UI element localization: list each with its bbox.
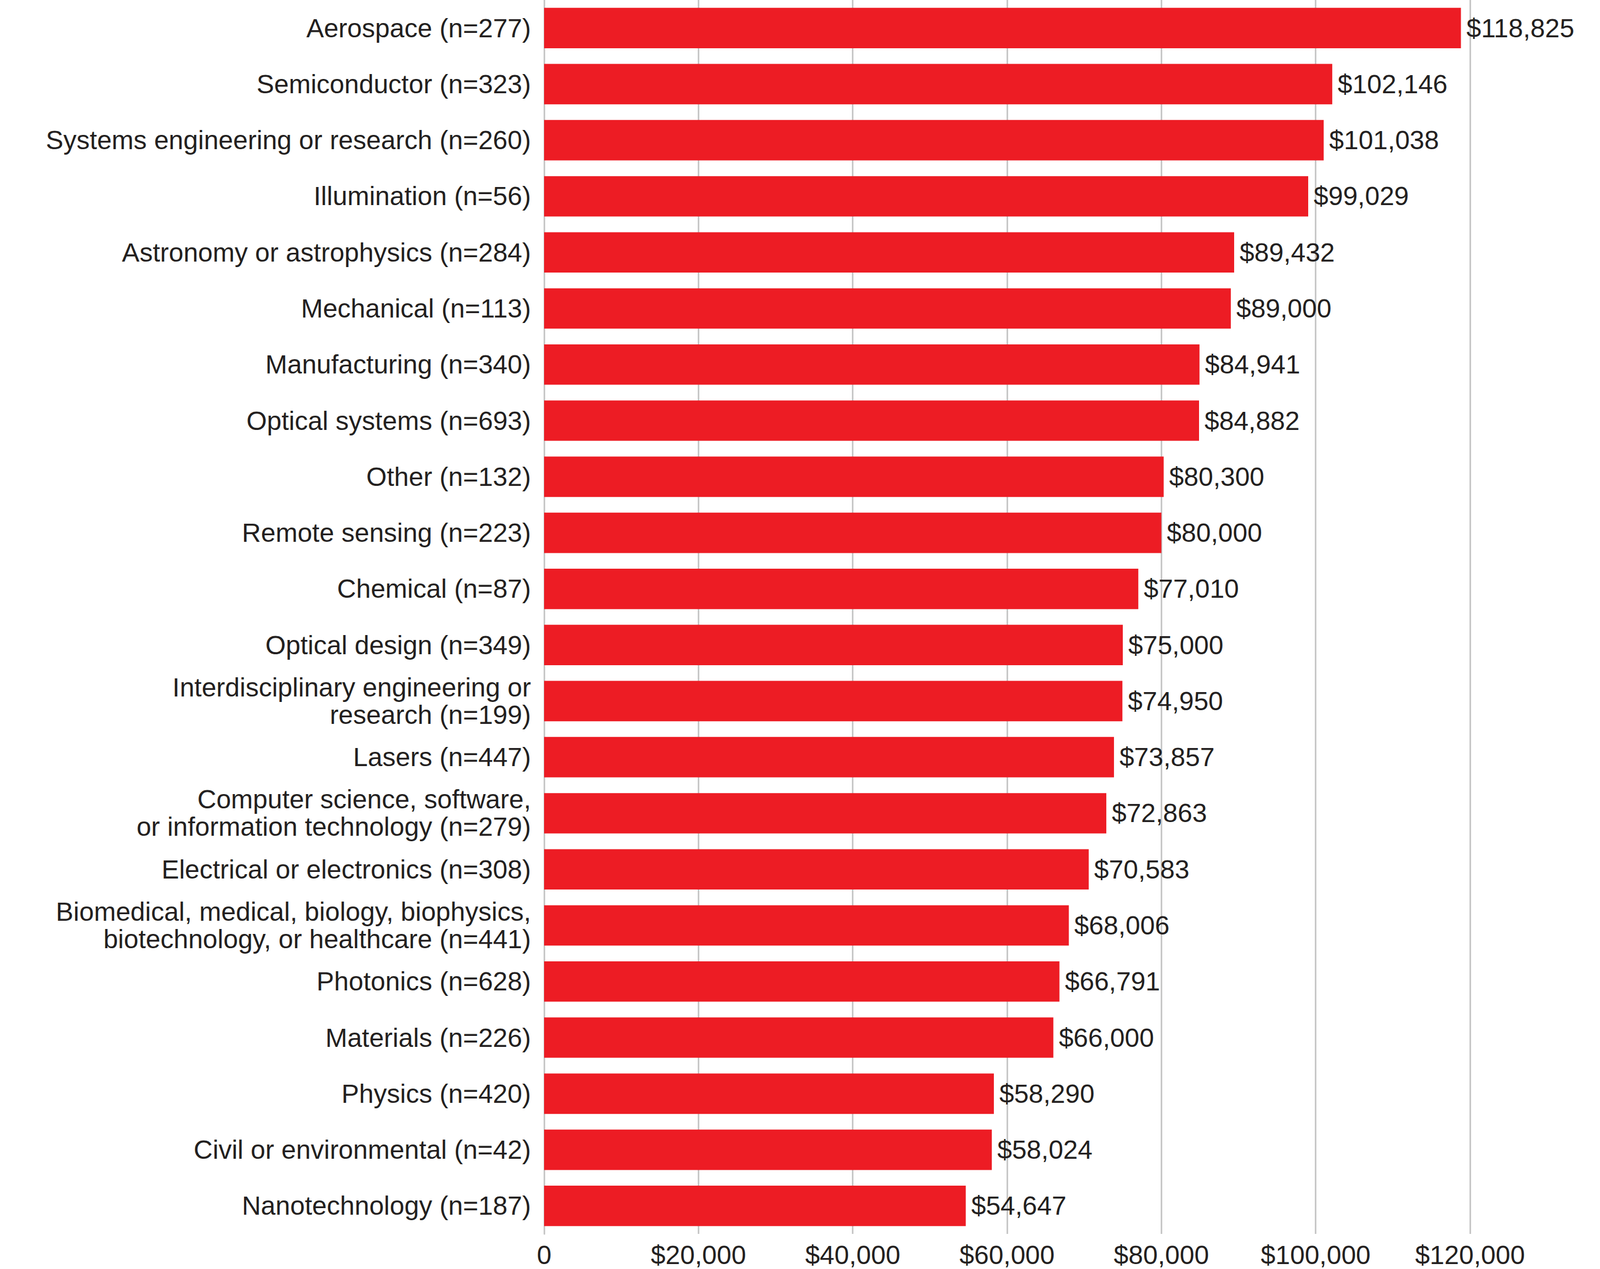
svg-text:Lasers (n=447): Lasers (n=447) (353, 742, 531, 772)
svg-text:$102,146: $102,146 (1337, 69, 1448, 99)
svg-text:$77,010: $77,010 (1143, 574, 1240, 604)
svg-text:$100,000: $100,000 (1261, 1240, 1371, 1269)
svg-text:$68,006: $68,006 (1074, 911, 1170, 941)
svg-text:Interdisciplinary engineering: Interdisciplinary engineering or (172, 673, 531, 703)
svg-text:$58,024: $58,024 (997, 1135, 1093, 1165)
svg-text:$89,000: $89,000 (1236, 294, 1332, 324)
svg-text:Systems engineering or researc: Systems engineering or research (n=260) (46, 125, 531, 155)
svg-text:Biomedical, medical, biology,: Biomedical, medical, biology, biophysics… (55, 897, 531, 927)
svg-text:Other (n=132): Other (n=132) (366, 462, 531, 492)
svg-text:$84,941: $84,941 (1205, 349, 1301, 380)
svg-text:$74,950: $74,950 (1127, 686, 1224, 716)
svg-text:$40,000: $40,000 (805, 1240, 901, 1269)
svg-text:Electrical or electronics (n=3: Electrical or electronics (n=308) (161, 855, 531, 885)
svg-text:$20,000: $20,000 (651, 1240, 747, 1269)
svg-text:$80,000: $80,000 (1114, 1240, 1210, 1269)
svg-text:Civil or environmental (n=42): Civil or environmental (n=42) (193, 1135, 531, 1165)
svg-text:Remote sensing (n=223): Remote sensing (n=223) (241, 518, 531, 548)
svg-text:$84,882: $84,882 (1204, 406, 1300, 436)
svg-text:Semiconductor (n=323): Semiconductor (n=323) (256, 69, 531, 99)
svg-text:$66,000: $66,000 (1058, 1023, 1155, 1053)
svg-text:or information technology (n=2: or information technology (n=279) (136, 812, 531, 842)
svg-text:Optical design (n=349): Optical design (n=349) (265, 630, 531, 660)
svg-text:$101,038: $101,038 (1329, 125, 1439, 155)
svg-text:Materials (n=226): Materials (n=226) (325, 1023, 531, 1053)
svg-text:Chemical (n=87): Chemical (n=87) (337, 574, 531, 604)
svg-text:Manufacturing (n=340): Manufacturing (n=340) (265, 349, 531, 380)
svg-text:$80,000: $80,000 (1166, 518, 1263, 548)
svg-text:Mechanical (n=113): Mechanical (n=113) (301, 294, 531, 324)
svg-text:$99,029: $99,029 (1313, 181, 1410, 211)
svg-text:Photonics (n=628): Photonics (n=628) (316, 967, 531, 997)
svg-text:$80,300: $80,300 (1169, 462, 1265, 492)
svg-text:Physics (n=420): Physics (n=420) (341, 1079, 532, 1109)
svg-text:$89,432: $89,432 (1239, 238, 1336, 268)
svg-text:Computer science, software,: Computer science, software, (197, 784, 531, 814)
svg-text:$73,857: $73,857 (1119, 742, 1215, 772)
svg-text:Nanotechnology (n=187): Nanotechnology (n=187) (241, 1191, 531, 1221)
svg-text:$54,647: $54,647 (971, 1191, 1067, 1221)
svg-text:$118,825: $118,825 (1466, 13, 1575, 43)
svg-text:research (n=199): research (n=199) (329, 700, 531, 730)
svg-text:Aerospace (n=277): Aerospace (n=277) (306, 13, 531, 43)
svg-text:$120,000: $120,000 (1415, 1240, 1525, 1269)
svg-text:$75,000: $75,000 (1128, 630, 1224, 660)
svg-text:$66,791: $66,791 (1065, 967, 1161, 997)
svg-text:$58,290: $58,290 (999, 1079, 1095, 1109)
svg-text:biotechnology, or healthcare (: biotechnology, or healthcare (n=441) (103, 924, 531, 954)
svg-text:Astronomy or astrophysics (n=2: Astronomy or astrophysics (n=284) (121, 238, 531, 268)
svg-text:$60,000: $60,000 (959, 1240, 1055, 1269)
svg-text:Optical systems (n=693): Optical systems (n=693) (246, 406, 531, 436)
svg-text:$72,863: $72,863 (1111, 798, 1208, 828)
svg-text:$70,583: $70,583 (1094, 855, 1190, 885)
svg-text:Illumination (n=56): Illumination (n=56) (313, 181, 531, 211)
svg-text:0: 0 (536, 1240, 552, 1269)
